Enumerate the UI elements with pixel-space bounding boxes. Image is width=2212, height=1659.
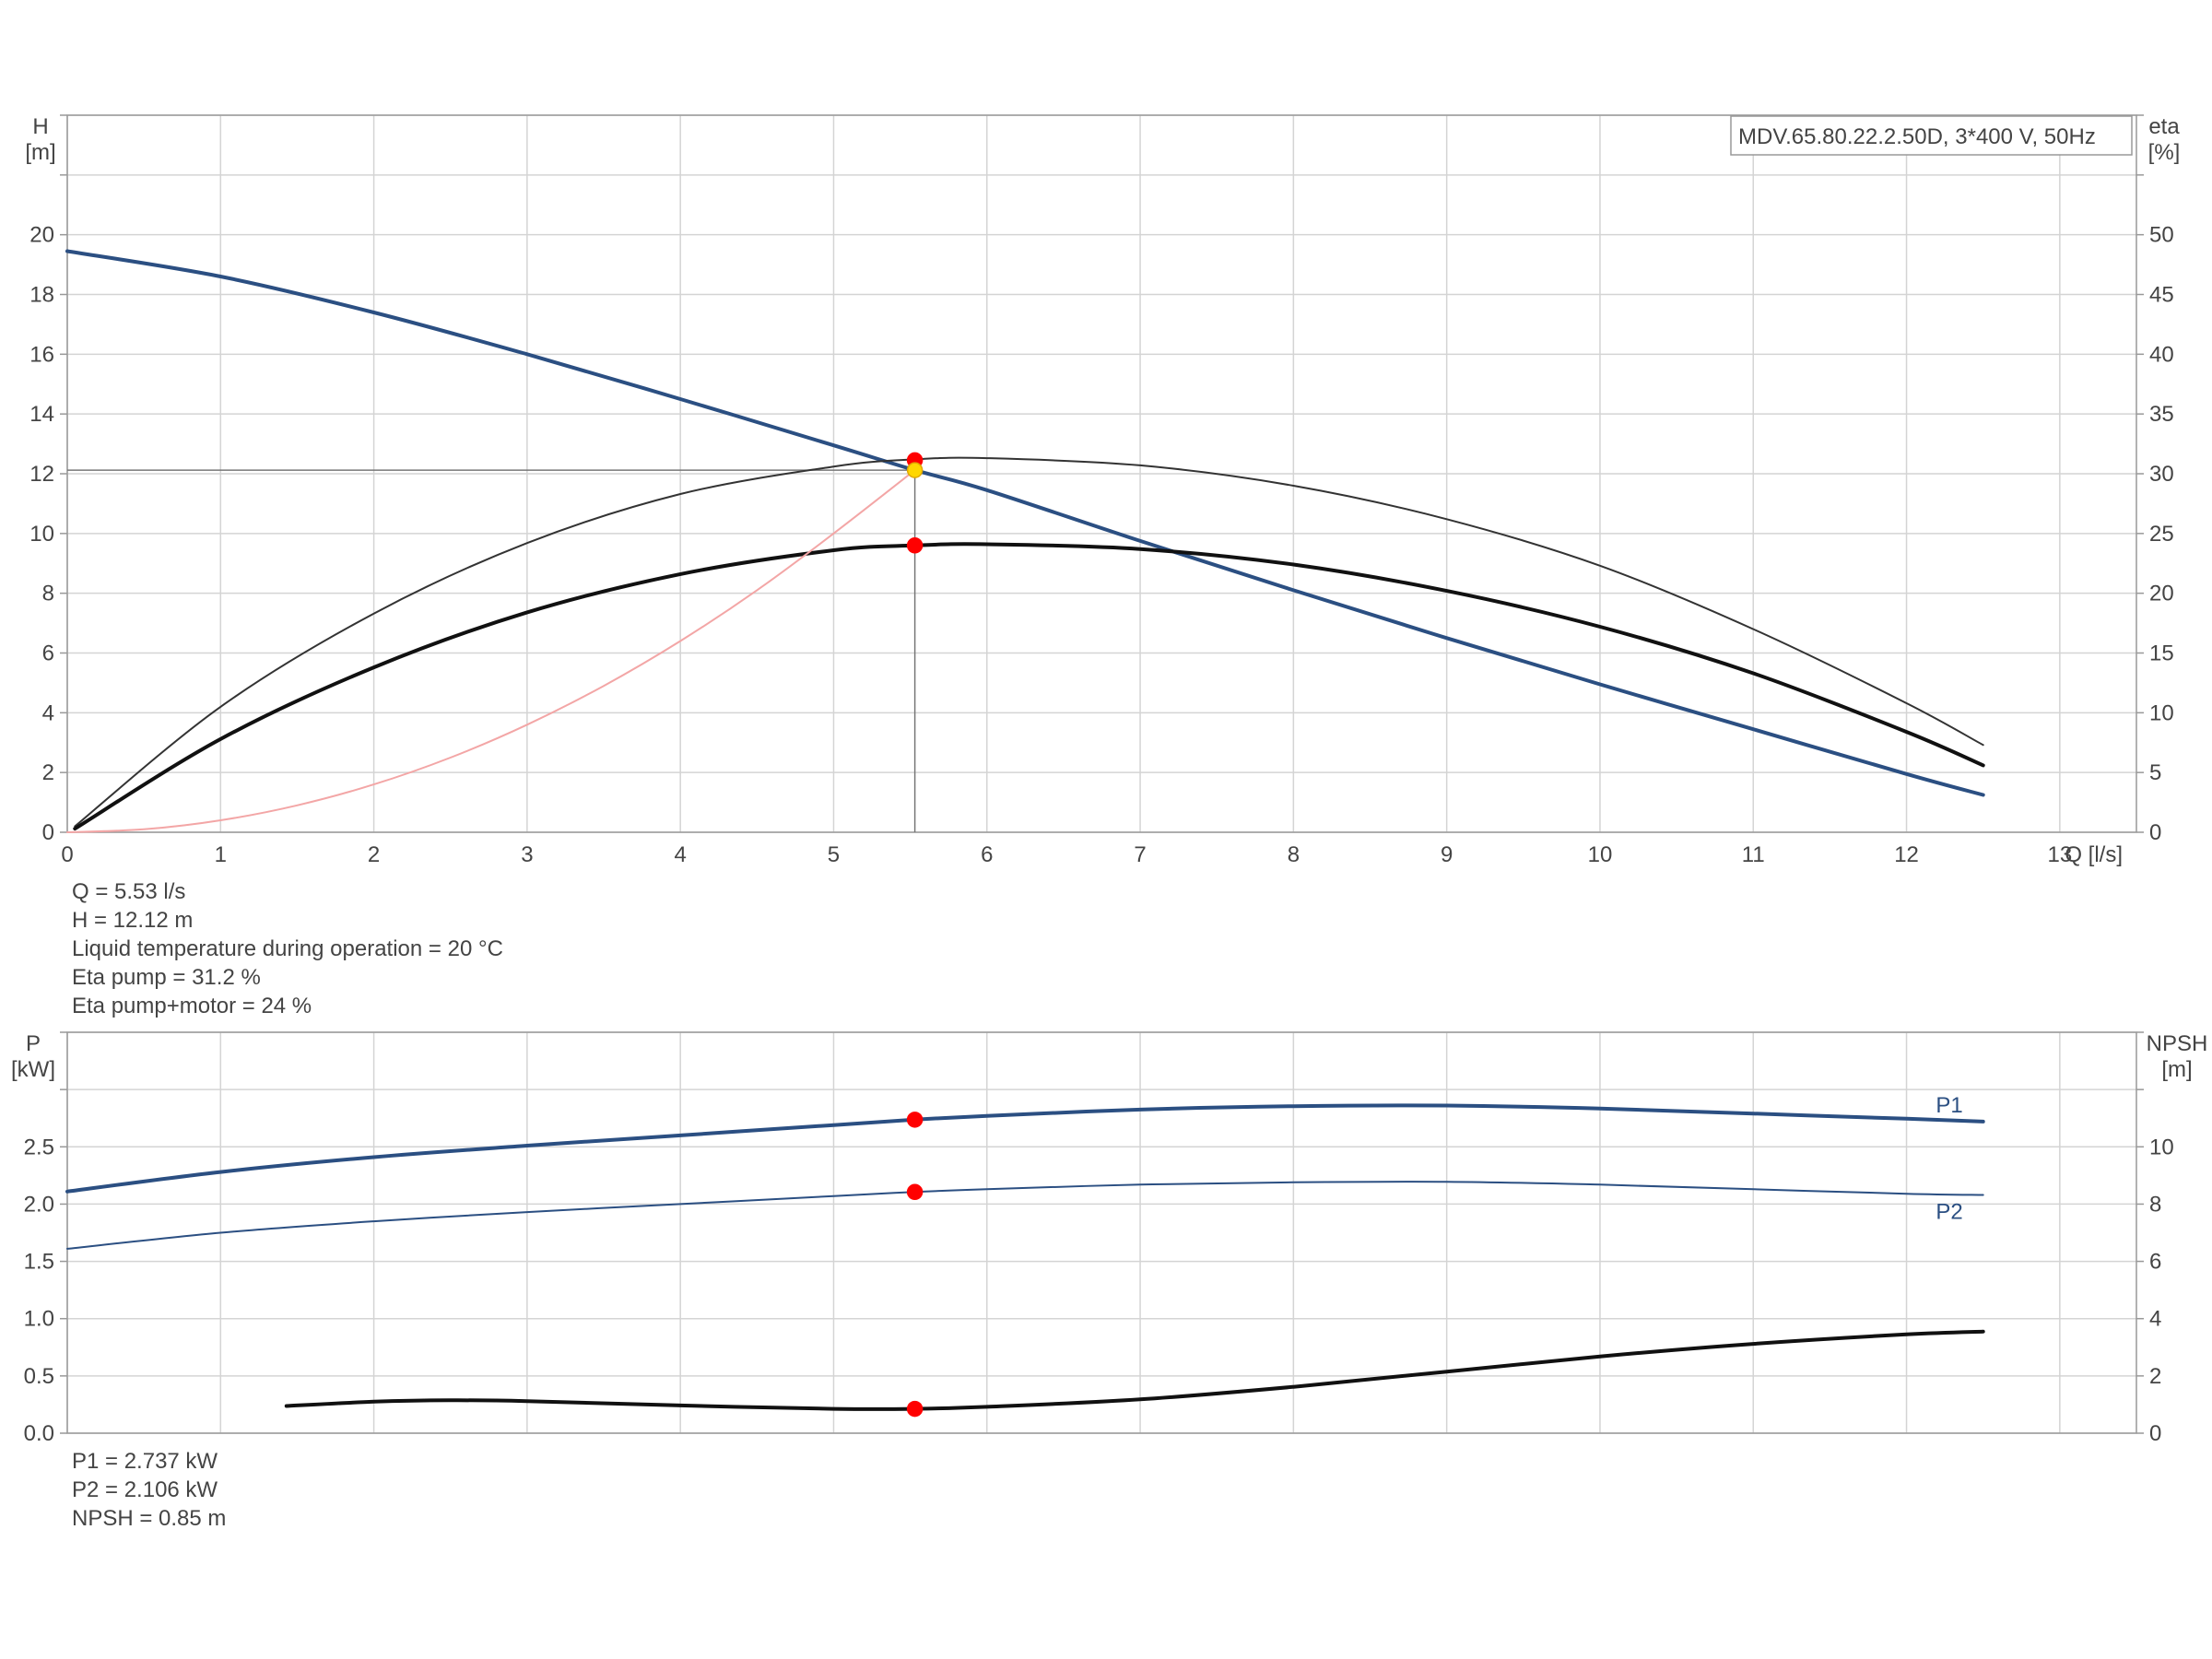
y-left-axis-label: P <box>26 1031 41 1056</box>
y-left-tick-label: 0.5 <box>24 1364 54 1389</box>
y-right-tick-label: 45 <box>2149 283 2174 308</box>
info-line: Eta pump+motor = 24 % <box>72 994 312 1018</box>
series-eta-pump-motor-line <box>73 542 1985 831</box>
series-eta-pump-line <box>74 456 1984 828</box>
x-tick-label: 7 <box>1134 842 1146 867</box>
y-left-tick-label: 2.5 <box>24 1135 54 1159</box>
y-left-tick-label: 2 <box>42 760 54 785</box>
x-tick-label: 10 <box>1588 842 1613 867</box>
y-left-axis-unit: [m] <box>25 140 55 165</box>
y-left-axis-label: H <box>32 114 48 139</box>
y-left-tick-label: 20 <box>29 223 54 248</box>
y-right-axis-unit: [m] <box>2161 1057 2192 1082</box>
info-line: H = 12.12 m <box>72 908 193 933</box>
y-left-tick-label: 0 <box>42 820 54 845</box>
y-right-axis-label: NPSH <box>2147 1031 2208 1056</box>
x-tick-label: 11 <box>1742 842 1765 867</box>
y-right-tick-label: 10 <box>2149 1135 2174 1159</box>
x-tick-label: 4 <box>675 842 687 867</box>
y-right-tick-label: 6 <box>2149 1250 2161 1275</box>
operating-point-info: Q = 5.53 l/s H = 12.12 m Liquid temperatur… <box>72 879 503 1018</box>
y-left-tick-label: 10 <box>29 522 54 547</box>
y-right-tick-label: 25 <box>2149 522 2174 547</box>
y-right-tick-label: 20 <box>2149 582 2174 606</box>
info-line: Eta pump = 31.2 % <box>72 965 261 990</box>
y-right-tick-label: 35 <box>2149 402 2174 427</box>
y-right-tick-label: 4 <box>2149 1307 2161 1332</box>
y-left-axis-unit: [kW] <box>11 1057 55 1082</box>
series-system-curve-line <box>66 469 916 833</box>
y-left-tick-label: 4 <box>42 700 54 725</box>
y-right-tick-label: 15 <box>2149 641 2174 666</box>
y-left-tick-label: 0.0 <box>24 1421 54 1446</box>
x-tick-label: 5 <box>828 842 840 867</box>
operating-point-marker <box>906 462 924 478</box>
operating-point-marker <box>906 1400 924 1418</box>
y-left-tick-label: 6 <box>42 641 54 666</box>
x-tick-label: 8 <box>1288 842 1300 867</box>
x-tick-label: 0 <box>61 842 73 867</box>
x-tick-label: 2 <box>368 842 380 867</box>
series-npsh-line <box>284 1329 1985 1411</box>
series-head-line <box>65 249 1985 797</box>
y-left-tick-label: 18 <box>29 283 54 308</box>
power-npsh-plot: 0.0 0.5 1.0 1.5 2.0 2.5 0 2 4 6 8 10 P[kW] NPSH[m] P1 P… <box>11 1031 2207 1446</box>
y-right-tick-label: 0 <box>2149 820 2161 845</box>
operating-point-marker <box>906 537 924 554</box>
operating-point-marker <box>906 1112 924 1128</box>
y-left-tick-label: 1.0 <box>24 1307 54 1332</box>
x-tick-label: 3 <box>521 842 533 867</box>
series-p1-line <box>65 1103 1985 1194</box>
y-left-tick-label: 12 <box>29 462 54 487</box>
y-right-tick-label: 0 <box>2149 1421 2161 1446</box>
y-right-tick-label: 40 <box>2149 342 2174 367</box>
chart-title: MDV.65.80.22.2.50D, 3*400 V, 50Hz <box>1738 124 2096 149</box>
plot-frame <box>66 1031 2137 1434</box>
x-tick-label: 12 <box>1894 842 1919 867</box>
x-tick-label: 1 <box>215 842 227 867</box>
y-right-axis-unit: [%] <box>2148 140 2181 165</box>
y-right-tick-label: 30 <box>2149 462 2174 487</box>
y-right-tick-label: 2 <box>2149 1364 2161 1389</box>
series-p2-line <box>66 1181 1984 1250</box>
info-line: Q = 5.53 l/s <box>72 879 185 904</box>
operating-point-marker <box>906 1183 924 1201</box>
y-right-tick-label: 50 <box>2149 223 2174 248</box>
y-left-tick-label: 14 <box>29 402 54 427</box>
x-tick-label: 13 <box>2048 842 2073 867</box>
y-right-tick-label: 10 <box>2149 700 2174 725</box>
y-right-tick-label: 5 <box>2149 760 2161 785</box>
y-left-tick-label: 8 <box>42 582 54 606</box>
y-left-tick-label: 2.0 <box>24 1192 54 1217</box>
power-npsh-info: P1 = 2.737 kW P2 = 2.106 kW NPSH = 0.85 m <box>72 1449 226 1531</box>
x-axis-label: Q [l/s] <box>2065 842 2123 867</box>
info-line: P2 = 2.106 kW <box>72 1477 218 1502</box>
y-left-tick-label: 16 <box>29 342 54 367</box>
info-line: NPSH = 0.85 m <box>72 1506 226 1531</box>
info-line: Liquid temperature during operation = 20… <box>72 936 503 961</box>
y-right-tick-label: 8 <box>2149 1192 2161 1217</box>
x-tick-label: 9 <box>1441 842 1453 867</box>
title-box <box>1730 115 2133 156</box>
y-right-axis-label: eta <box>2148 114 2180 139</box>
x-tick-label: 6 <box>981 842 993 867</box>
series-p2-label: P2 <box>1936 1199 1962 1224</box>
y-left-tick-label: 1.5 <box>24 1250 54 1275</box>
info-line: P1 = 2.737 kW <box>72 1449 218 1474</box>
series-p1-label: P1 <box>1936 1093 1962 1118</box>
